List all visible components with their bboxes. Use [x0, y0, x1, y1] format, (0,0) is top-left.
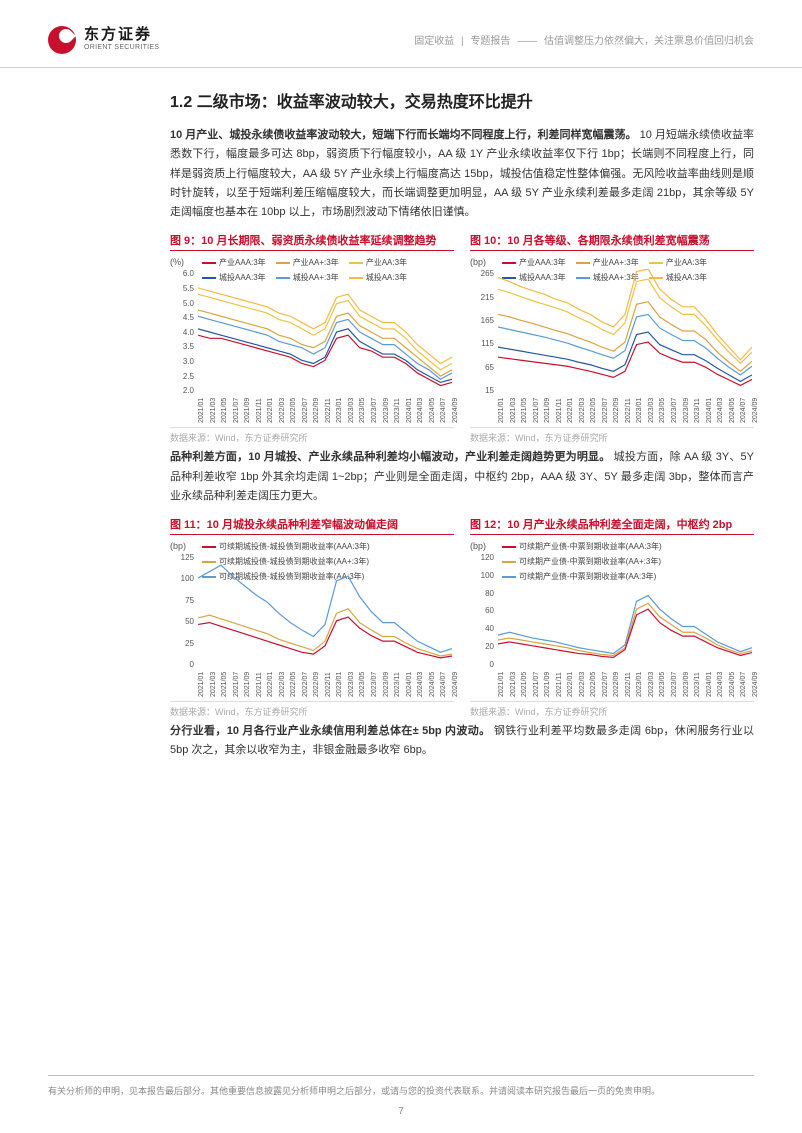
- chart-12-source: 数据来源：Wind，东方证券研究所: [470, 701, 754, 718]
- para2-lead: 品种利差方面，10 月城投、产业永续品种利差均小幅波动，产业利差走阔趋势更为明显…: [170, 451, 610, 463]
- section-title: 1.2 二级市场：收益率波动较大，交易热度环比提升: [170, 88, 754, 112]
- chart-9-source: 数据来源：Wind，东方证券研究所: [170, 427, 454, 444]
- chart-10-title: 图 10：10 月各等级、各期限永续债利差宽幅震荡: [470, 232, 754, 251]
- header-breadcrumb: 固定收益 | 专题报告 —— 估值调整压力依然偏大，关注票息价值回归机会: [414, 32, 754, 47]
- chart-11-title: 图 11：10 月城投永续品种利差窄幅波动偏走阔: [170, 516, 454, 535]
- chart-12: 图 12：10 月产业永续品种利差全面走阔，中枢约 2bp (bp)120100…: [470, 516, 754, 718]
- charts-row-2: 图 11：10 月城投永续品种利差窄幅波动偏走阔 (bp)12510075502…: [170, 516, 754, 718]
- footer-disclaimer: 有关分析师的申明，见本报告最后部分。其他重要信息披露见分析师申明之后部分，或请与…: [48, 1075, 754, 1097]
- page-header: 东方证券 ORIENT SECURITIES 固定收益 | 专题报告 —— 估值…: [0, 0, 802, 68]
- content: 1.2 二级市场：收益率波动较大，交易热度环比提升 10 月产业、城投永续债收益…: [170, 88, 754, 771]
- logo-en: ORIENT SECURITIES: [84, 44, 159, 52]
- logo: 东方证券 ORIENT SECURITIES: [48, 26, 159, 54]
- logo-cn: 东方证券: [84, 27, 159, 44]
- chart-9-body: (%)6.05.55.04.54.03.53.02.52.0产业AAA:3年产业…: [170, 255, 454, 425]
- report-type: 专题报告: [470, 36, 510, 47]
- category: 固定收益: [414, 36, 454, 47]
- para3-lead: 分行业看，10 月各行业产业永续信用利差总体在± 5bp 内波动。: [170, 725, 490, 737]
- chart-11-body: (bp)1251007550250可续期城投债-城投债到期收益率(AAA:3年)…: [170, 539, 454, 699]
- chart-9-title: 图 9：10 月长期限、弱资质永续债收益率延续调整趋势: [170, 232, 454, 251]
- paragraph-1: 10 月产业、城投永续债收益率波动较大，短端下行而长端均不同程度上行，利差同样宽…: [170, 126, 754, 222]
- paragraph-2: 品种利差方面，10 月城投、产业永续品种利差均小幅波动，产业利差走阔趋势更为明显…: [170, 448, 754, 506]
- chart-10-source: 数据来源：Wind，东方证券研究所: [470, 427, 754, 444]
- report-title: 估值调整压力依然偏大，关注票息价值回归机会: [544, 36, 754, 47]
- page-number: 7: [0, 1106, 802, 1117]
- chart-9: 图 9：10 月长期限、弱资质永续债收益率延续调整趋势 (%)6.05.55.0…: [170, 232, 454, 444]
- para1-lead: 10 月产业、城投永续债收益率波动较大，短端下行而长端均不同程度上行，利差同样宽…: [170, 129, 637, 141]
- charts-row-1: 图 9：10 月长期限、弱资质永续债收益率延续调整趋势 (%)6.05.55.0…: [170, 232, 754, 444]
- chart-12-title: 图 12：10 月产业永续品种利差全面走阔，中枢约 2bp: [470, 516, 754, 535]
- chart-10-body: (bp)2652151651156515产业AAA:3年产业AA+:3年产业AA…: [470, 255, 754, 425]
- chart-11: 图 11：10 月城投永续品种利差窄幅波动偏走阔 (bp)12510075502…: [170, 516, 454, 718]
- chart-10: 图 10：10 月各等级、各期限永续债利差宽幅震荡 (bp)2652151651…: [470, 232, 754, 444]
- chart-12-body: (bp)120100806040200可续期产业债-中票到期收益率(AAA:3年…: [470, 539, 754, 699]
- paragraph-3: 分行业看，10 月各行业产业永续信用利差总体在± 5bp 内波动。 钢铁行业利差…: [170, 722, 754, 761]
- chart-11-source: 数据来源：Wind，东方证券研究所: [170, 701, 454, 718]
- para1-body: 10 月短端永续债收益率悉数下行，幅度最多可达 8bp，弱资质下行幅度较小，AA…: [170, 129, 754, 218]
- logo-icon: [48, 26, 76, 54]
